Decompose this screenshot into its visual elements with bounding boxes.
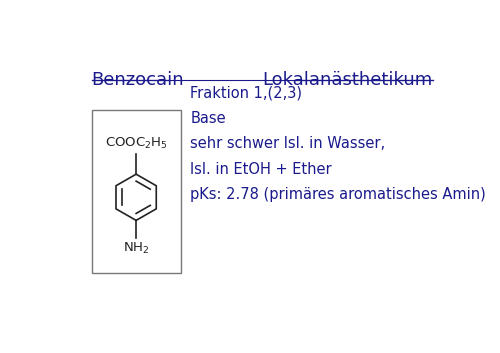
Bar [92, 110, 180, 273]
Text: $\mathregular{NH_2}$: $\mathregular{NH_2}$ [122, 241, 150, 256]
Text: pKs: 2.78 (primäres aromatisches Amin): pKs: 2.78 (primäres aromatisches Amin) [190, 187, 486, 202]
Text: Fraktion 1,(2,3): Fraktion 1,(2,3) [190, 86, 302, 101]
Text: Base: Base [190, 111, 226, 126]
Text: Lokalanästhetikum: Lokalanästhetikum [262, 71, 432, 89]
Text: $\mathregular{COOC_2H_5}$: $\mathregular{COOC_2H_5}$ [104, 136, 168, 151]
Text: lsl. in EtOH + Ether: lsl. in EtOH + Ether [190, 162, 332, 177]
Text: Benzocain: Benzocain [92, 71, 184, 89]
Text: sehr schwer lsl. in Wasser,: sehr schwer lsl. in Wasser, [190, 136, 386, 151]
